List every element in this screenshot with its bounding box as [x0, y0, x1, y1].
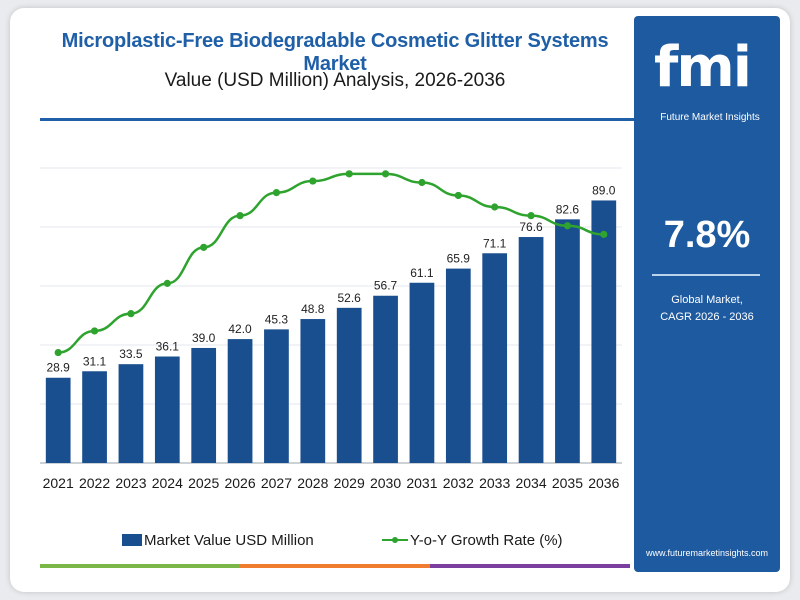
- growth-point-2024: [163, 279, 171, 287]
- chart-title: Microplastic-Free Biodegradable Cosmetic…: [61, 30, 609, 75]
- growth-point-2025: [200, 243, 208, 251]
- growth-point-2028: [309, 177, 317, 185]
- growth-point-2036: [600, 230, 608, 238]
- bar-value-label-2027: 45.3: [265, 312, 289, 326]
- bar-2026: [227, 339, 253, 463]
- footer-accent-purple: [430, 564, 630, 568]
- bar-value-label-2021: 28.9: [47, 361, 71, 375]
- website-link[interactable]: www.futuremarketinsights.com: [645, 548, 769, 558]
- x-tick-label-2023: 2023: [115, 475, 146, 491]
- growth-point-2027: [272, 188, 281, 197]
- growth-point-2022: [90, 327, 99, 335]
- bar-value-label-2032: 65.9: [447, 252, 471, 266]
- cagr-value: 7.8%: [663, 214, 751, 256]
- x-tick-label-2034: 2034: [515, 475, 546, 491]
- bar-2024: [154, 356, 180, 463]
- x-tick-label-2025: 2025: [188, 475, 219, 491]
- growth-point-2026: [236, 212, 244, 220]
- bar-2028: [300, 319, 326, 463]
- x-tick-label-2030: 2030: [370, 475, 401, 491]
- fmi-logo: fmi: [654, 35, 752, 100]
- bar-value-label-2035: 82.6: [556, 202, 580, 216]
- x-tick-label-2021: 2021: [43, 475, 74, 491]
- x-tick-label-2026: 2026: [224, 475, 255, 491]
- bar-2031: [409, 282, 435, 463]
- footer-accent-green: [40, 564, 240, 568]
- growth-point-2032: [454, 191, 462, 200]
- cagr-label: Global Market, CAGR 2026 - 2036: [634, 292, 780, 326]
- bar-2036: [591, 200, 617, 463]
- footer-accent-orange: [240, 564, 430, 568]
- x-tick-label-2036: 2036: [588, 475, 619, 491]
- growth-point-2021: [54, 348, 62, 357]
- bar-value-label-2031: 61.1: [410, 266, 434, 280]
- bar-value-label-2026: 42.0: [228, 322, 252, 336]
- x-tick-label-2027: 2027: [261, 475, 292, 491]
- bar-value-label-2025: 39.0: [192, 331, 216, 345]
- bar-2033: [482, 253, 508, 463]
- legend-bars: Market Value USD Million: [122, 530, 314, 550]
- bar-value-label-2028: 48.8: [301, 302, 325, 316]
- bar-value-label-2030: 56.7: [374, 279, 398, 293]
- brand-name: Future Market Insights: [660, 112, 760, 123]
- bar-2029: [336, 307, 362, 463]
- bar-value-label-2034: 76.6: [519, 220, 543, 234]
- bar-2023: [118, 364, 144, 463]
- cagr-label-line1: Global Market,: [671, 294, 743, 306]
- x-tick-label-2029: 2029: [334, 475, 365, 491]
- x-tick-label-2032: 2032: [443, 475, 474, 491]
- legend-bar-swatch: [122, 534, 142, 546]
- legend-bars-label: Market Value USD Million: [144, 531, 314, 549]
- bar-value-label-2022: 31.1: [83, 354, 107, 368]
- growth-point-2029: [345, 170, 353, 178]
- bar-2027: [264, 329, 289, 463]
- x-tick-label-2022: 2022: [79, 475, 110, 491]
- sidebar-panel: fmi Future Market Insights 7.8% Global M…: [634, 16, 780, 572]
- chart-card: Microplastic-Free Biodegradable Cosmetic…: [10, 8, 790, 592]
- growth-point-2035: [563, 222, 572, 230]
- growth-point-2030: [381, 170, 390, 178]
- legend-line: Y-o-Y Growth Rate (%): [382, 530, 563, 550]
- cagr-label-line2: CAGR 2026 - 2036: [660, 311, 754, 323]
- x-tick-label-2028: 2028: [297, 475, 328, 491]
- legend-line-label: Y-o-Y Growth Rate (%): [410, 531, 563, 549]
- bar-2021: [45, 377, 71, 463]
- bar-value-label-2036: 89.0: [592, 183, 616, 197]
- bar-2034: [518, 237, 544, 463]
- chart-plot: 28.9 2021 31.1 2022 33.5 2023 36.1 2024 39.0 2025…: [40, 167, 622, 491]
- bar-value-label-2029: 52.6: [338, 291, 362, 305]
- x-tick-label-2031: 2031: [406, 475, 437, 491]
- growth-point-2023: [127, 310, 135, 318]
- x-tick-label-2035: 2035: [552, 475, 583, 491]
- bar-2030: [373, 295, 398, 463]
- bar-2022: [82, 371, 107, 463]
- growth-point-2034: [527, 212, 535, 220]
- growth-point-2031: [418, 178, 426, 187]
- x-tick-label-2033: 2033: [479, 475, 510, 491]
- bar-value-label-2033: 71.1: [483, 236, 507, 250]
- bar-2025: [191, 347, 217, 463]
- chart-subtitle: Value (USD Million) Analysis, 2026-2036: [164, 70, 506, 91]
- growth-point-2033: [491, 203, 499, 211]
- bar-value-label-2023: 33.5: [119, 347, 143, 361]
- legend-line-marker: [382, 534, 408, 546]
- header-divider: [40, 118, 640, 121]
- cagr-divider: [652, 274, 760, 276]
- bar-2032: [445, 268, 471, 463]
- growth-rate-line: [58, 172, 604, 354]
- bar-2035: [555, 219, 580, 463]
- bar-value-label-2024: 36.1: [156, 340, 180, 354]
- x-tick-label-2024: 2024: [152, 475, 183, 491]
